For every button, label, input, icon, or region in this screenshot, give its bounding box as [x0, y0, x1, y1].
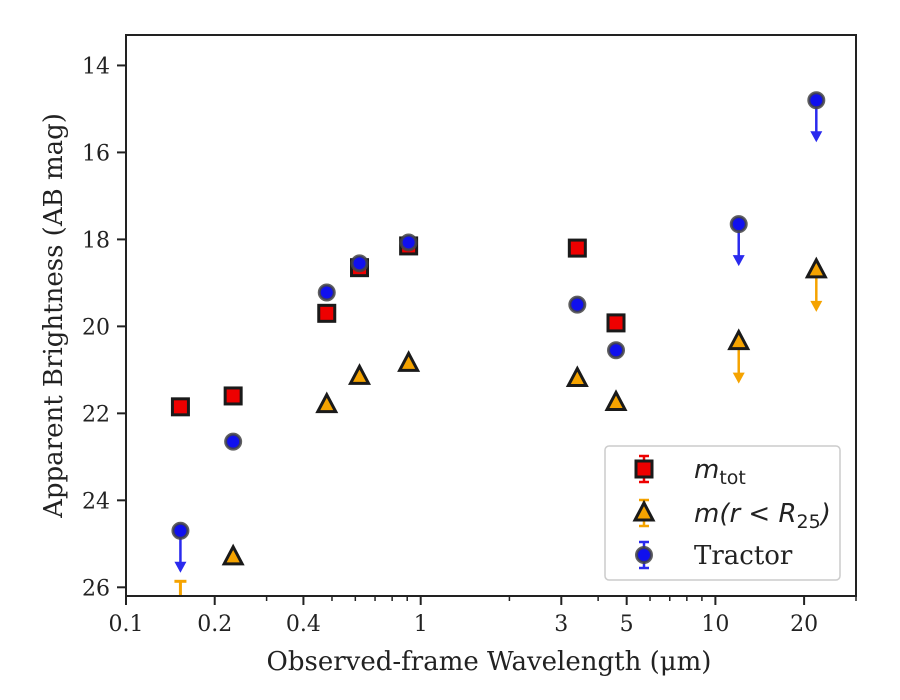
y-tick-label: 22	[82, 402, 110, 427]
x-tick-label: 1	[414, 612, 428, 637]
x-axis-label: Observed-frame Wavelength (μm)	[267, 647, 712, 677]
tractor-point	[350, 254, 369, 273]
m-tot-point	[606, 313, 626, 333]
legend: mtot m(r < R25) Tractor	[604, 445, 841, 581]
m-r25-point	[348, 363, 372, 385]
legend-marker	[632, 499, 656, 522]
legend-label: Tractor	[694, 541, 793, 571]
tractor-point	[729, 215, 748, 234]
y-tick-label: 20	[82, 315, 110, 340]
x-tick-label: 5	[620, 612, 634, 637]
axes-frame	[125, 34, 857, 597]
y-axis-label: Apparent Brightness (AB mag)	[39, 113, 69, 519]
m-r25-point	[804, 256, 828, 279]
m-r25-point	[397, 350, 421, 372]
y-tick-label: 26	[82, 576, 110, 601]
x-tick-label: 0.1	[109, 612, 144, 637]
m-tot-point	[567, 238, 587, 258]
axes: 0.1 0.2 0.4 1 3 5 10 20 14 16 18 20 22 24 26 Observed-f…	[39, 34, 857, 677]
upper-limit-bar	[174, 579, 187, 596]
m-r25-point	[315, 391, 339, 414]
x-tick-label: 3	[554, 612, 568, 637]
m-r25-point	[565, 365, 589, 388]
m-tot-point	[170, 397, 190, 417]
y-tick-label: 14	[82, 54, 110, 79]
y-tick-label: 24	[82, 489, 110, 514]
legend-entry: m(r < R25)	[632, 498, 831, 533]
tractor-point	[171, 521, 190, 540]
m-r25-point	[221, 543, 245, 566]
legend-entry: mtot	[634, 454, 746, 489]
upper-limit-arrow-head	[810, 131, 823, 143]
m-r25-point	[727, 328, 751, 351]
tractor-point	[224, 432, 243, 451]
x-tick-label: 10	[701, 612, 729, 637]
tractor-point	[568, 295, 587, 314]
upper-limit-arrow-head	[732, 372, 745, 384]
x-tick-label: 0.2	[197, 612, 232, 637]
y-tick-label: 16	[82, 141, 110, 166]
series-square	[170, 236, 626, 417]
tractor-point	[607, 341, 626, 360]
upper-limit-arrow-head	[174, 561, 187, 573]
tractor-point	[317, 283, 336, 302]
tractor-point	[399, 233, 418, 252]
legend-box	[604, 445, 841, 581]
m-r25-point	[604, 389, 628, 411]
legend-label: m(r < R25)	[694, 499, 831, 533]
x-tick-label: 0.4	[286, 612, 321, 637]
y-tick-label: 18	[82, 228, 110, 253]
upper-limit-arrow-head	[810, 300, 823, 312]
m-tot-point	[317, 303, 337, 323]
legend-entry: Tractor	[635, 540, 793, 571]
m-tot-point	[223, 386, 243, 406]
x-tick-label: 20	[790, 612, 818, 637]
upper-limit-arrow-head	[732, 255, 745, 267]
tractor-point	[807, 91, 826, 110]
legend-marker	[634, 459, 654, 479]
series-triangle	[174, 256, 828, 596]
plot-area	[170, 91, 828, 596]
legend-marker	[635, 546, 653, 564]
legend-label: mtot	[694, 455, 746, 489]
series-circle	[171, 91, 826, 573]
